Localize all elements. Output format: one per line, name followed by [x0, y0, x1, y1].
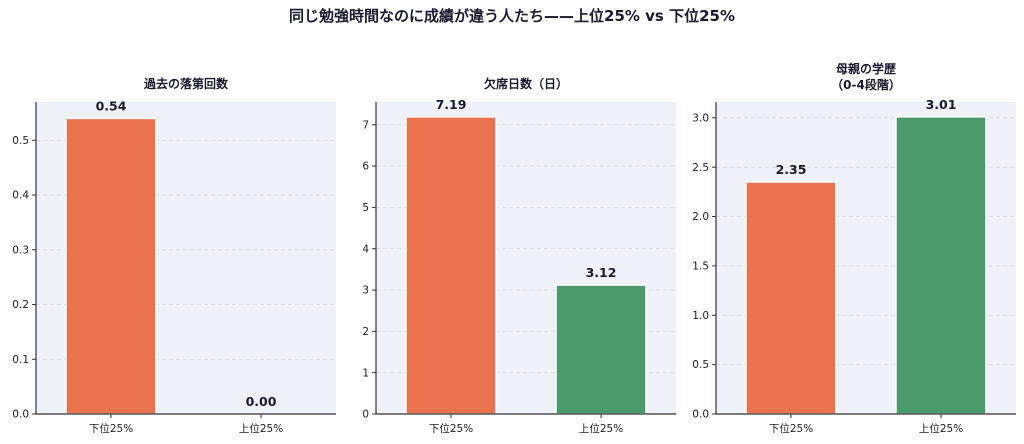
bar-top25	[555, 284, 647, 415]
y-tick-label: 1.5	[692, 260, 709, 272]
bar-bottom25	[405, 116, 497, 415]
y-tick-label: 4	[362, 243, 369, 255]
y-tick-label: 2.5	[692, 162, 709, 174]
chart-panel-3: 0.0 0.5 1.0 1.5 2.0 2.5 3.0 2.35 下位25% 3.01 上位25% 母…	[692, 61, 1016, 435]
y-tick-label: 2	[362, 326, 369, 338]
value-label: 3.01	[926, 97, 957, 112]
y-tick-label: 0	[362, 409, 369, 421]
bar-bottom25	[65, 117, 157, 415]
value-label: 0.54	[96, 98, 127, 113]
y-tick-label: 0.5	[12, 135, 29, 147]
x-tick-label: 上位25%	[919, 422, 963, 435]
value-label: 2.35	[776, 162, 807, 177]
y-tick-label: 0.5	[692, 359, 709, 371]
x-tick-label: 下位25%	[429, 422, 473, 435]
chart-title-line: （0-4段階）	[831, 77, 901, 92]
value-label: 7.19	[436, 97, 467, 112]
value-label: 3.12	[586, 265, 617, 280]
y-tick-label: 1	[362, 367, 369, 379]
y-tick-label: 0.4	[12, 190, 29, 202]
bar-top25	[895, 116, 987, 415]
chart-title-line: 過去の落第回数	[143, 76, 229, 91]
chart-title: 母親の学歴（0-4段階）	[831, 61, 901, 92]
y-tick-label: 5	[362, 202, 369, 214]
value-label: 0.00	[246, 394, 277, 409]
y-tick-label: 6	[362, 161, 369, 173]
chart-title: 欠席日数（日）	[484, 76, 568, 91]
chart-title-line: 欠席日数（日）	[484, 76, 568, 91]
y-tick-label: 1.0	[692, 310, 709, 322]
x-tick-label: 下位25%	[89, 422, 133, 435]
y-tick-label: 7	[362, 119, 369, 131]
y-tick-label: 3.0	[692, 112, 709, 124]
chart-panel-2: 0 1 2 3 4 5 6 7 7.19 下位25% 3.12 上位25% 欠席日数（日）	[362, 76, 676, 435]
chart-title: 過去の落第回数	[143, 76, 229, 91]
chart-title-line: 母親の学歴	[836, 61, 896, 76]
y-tick-label: 0.1	[12, 354, 29, 366]
y-tick-label: 0.0	[12, 409, 29, 421]
chart-panel-1: 0.0 0.1 0.2 0.3 0.4 0.5 0.54 下位25% 0.00 上位25% 過去の落…	[12, 76, 336, 435]
y-tick-label: 3	[362, 285, 369, 297]
y-tick-label: 0.3	[12, 244, 29, 256]
x-tick-label: 下位25%	[769, 422, 813, 435]
x-tick-label: 上位25%	[579, 422, 623, 435]
y-tick-label: 0.2	[12, 299, 29, 311]
figure-suptitle: 同じ勉強時間なのに成績が違う人たち——上位25% vs 下位25%	[289, 7, 735, 25]
y-tick-label: 2.0	[692, 211, 709, 223]
x-tick-label: 上位25%	[239, 422, 283, 435]
y-tick-label: 0.0	[692, 409, 709, 421]
bar-bottom25	[745, 181, 837, 415]
